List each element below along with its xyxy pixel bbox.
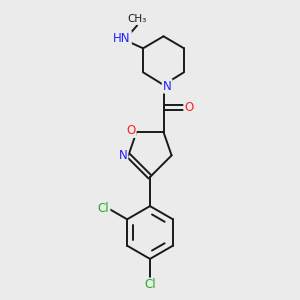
- Text: Cl: Cl: [144, 278, 156, 292]
- Text: O: O: [127, 124, 136, 137]
- Text: N: N: [163, 80, 172, 93]
- Text: HN: HN: [113, 32, 131, 45]
- Text: N: N: [118, 149, 127, 162]
- Text: Cl: Cl: [98, 202, 109, 215]
- Text: CH₃: CH₃: [128, 14, 147, 24]
- Text: O: O: [184, 101, 194, 114]
